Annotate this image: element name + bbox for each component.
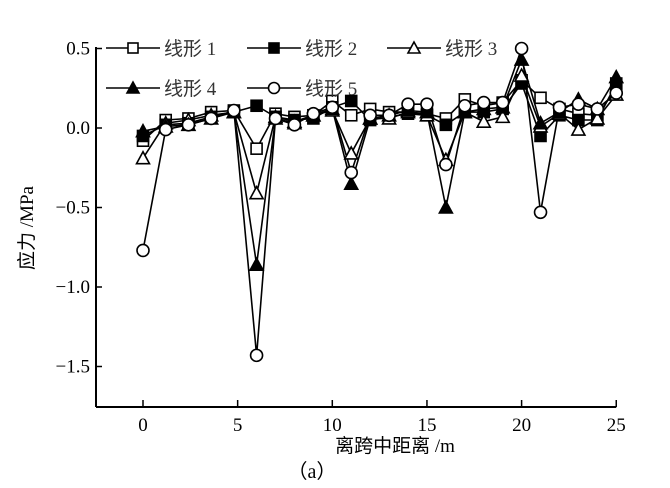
- open-circle-marker-icon: [533, 205, 548, 220]
- legend-label: 线形 2: [305, 38, 357, 60]
- legend-item-4: 线形 4: [106, 78, 217, 100]
- x-axis-title: 离跨中距离 /m: [335, 435, 455, 457]
- series-layer: [135, 41, 625, 363]
- open-triangle-marker-icon: [513, 67, 530, 82]
- legend-label: 线形 5: [305, 78, 357, 100]
- y-tick-label: −0.5: [56, 198, 90, 219]
- x-tick-label: 10: [323, 415, 342, 436]
- x-tick-label: 20: [512, 415, 531, 436]
- legend-label: 线形 3: [445, 38, 497, 60]
- open-circle-marker-icon: [495, 95, 510, 110]
- x-tick-label: 0: [138, 415, 148, 436]
- open-square-marker-icon: [127, 42, 139, 54]
- filled-triangle-marker-icon: [343, 175, 360, 190]
- legend-label: 线形 1: [164, 38, 216, 60]
- open-circle-marker-icon: [609, 86, 624, 100]
- y-tick-label: 0.0: [66, 118, 90, 139]
- x-tick-label: 15: [417, 415, 436, 436]
- open-square-marker-icon: [534, 91, 547, 105]
- x-tick-label: 25: [607, 415, 626, 436]
- open-circle-marker-icon: [287, 118, 302, 132]
- legend-item-5: 线形 5: [247, 78, 357, 100]
- open-circle-marker-icon: [267, 81, 281, 95]
- open-circle-marker-icon: [344, 165, 359, 180]
- open-triangle-marker-icon: [570, 121, 587, 136]
- open-square-marker-icon: [250, 142, 263, 155]
- open-circle-marker-icon: [514, 41, 529, 56]
- filled-triangle-marker-icon: [608, 68, 625, 84]
- open-circle-marker-icon: [476, 95, 491, 110]
- legend-item-1: 线形 1: [106, 38, 216, 60]
- legend-item-3: 线形 3: [387, 38, 497, 60]
- open-circle-marker-icon: [552, 100, 567, 115]
- open-circle-marker-icon: [401, 97, 415, 111]
- open-circle-marker-icon: [227, 103, 241, 118]
- open-triangle-marker-icon: [406, 40, 422, 54]
- open-triangle-marker-icon: [248, 185, 265, 200]
- filled-square-marker-icon: [344, 94, 358, 108]
- open-triangle-marker-icon: [475, 113, 492, 128]
- open-circle-marker-icon: [306, 106, 321, 121]
- open-circle-marker-icon: [458, 98, 472, 113]
- filled-triangle-marker-icon: [135, 123, 151, 138]
- y-tick-label: −1.5: [56, 357, 90, 378]
- open-circle-marker-icon: [181, 118, 196, 132]
- open-triangle-marker-icon: [494, 108, 511, 124]
- open-circle-marker-icon: [590, 102, 605, 116]
- open-triangle-marker-icon: [343, 145, 360, 160]
- filled-square-marker-icon: [268, 42, 280, 54]
- legend-item-2: 线形 2: [247, 38, 357, 60]
- filled-square-marker-icon: [250, 99, 263, 113]
- open-triangle-marker-icon: [135, 150, 151, 165]
- open-circle-marker-icon: [439, 157, 453, 172]
- open-circle-marker-icon: [382, 108, 396, 123]
- x-ticks: 0 5 10 15 20 25: [138, 400, 626, 436]
- filled-triangle-marker-icon: [248, 256, 265, 272]
- open-circle-marker-icon: [420, 97, 434, 111]
- filled-triangle-marker-icon: [532, 115, 549, 130]
- filled-triangle-marker-icon: [125, 80, 141, 94]
- open-circle-marker-icon: [363, 108, 377, 123]
- filled-triangle-marker-icon: [419, 103, 435, 119]
- filled-triangle-marker-icon: [513, 51, 530, 66]
- filled-square-marker-icon: [439, 118, 453, 132]
- y-tick-label: 0.5: [66, 39, 90, 60]
- legend: 线形 1 线形 2 线形 3 线形 4 线形 5: [106, 38, 497, 100]
- open-circle-marker-icon: [204, 111, 218, 126]
- legend-label: 线形 4: [164, 78, 217, 100]
- open-triangle-marker-icon: [589, 110, 606, 125]
- y-axis-title: 应力 /MPa: [16, 185, 38, 269]
- open-circle-marker-icon: [136, 243, 150, 258]
- y-ticks: 0.5 0.0 −0.5 −1.0 −1.5: [56, 39, 102, 378]
- open-circle-marker-icon: [325, 100, 340, 115]
- open-circle-marker-icon: [249, 348, 264, 363]
- series-5-markers: [136, 41, 624, 363]
- open-circle-marker-icon: [158, 122, 173, 137]
- x-tick-label: 5: [233, 415, 243, 436]
- y-tick-label: −1.0: [56, 277, 90, 298]
- open-square-marker-icon: [344, 108, 358, 122]
- open-circle-marker-icon: [571, 97, 586, 111]
- open-circle-marker-icon: [268, 111, 283, 126]
- axes: 0.5 0.0 −0.5 −1.0 −1.5 0 5 10 15 20 25: [56, 39, 626, 437]
- filled-triangle-marker-icon: [438, 199, 454, 214]
- figure-caption: （a）: [288, 460, 337, 483]
